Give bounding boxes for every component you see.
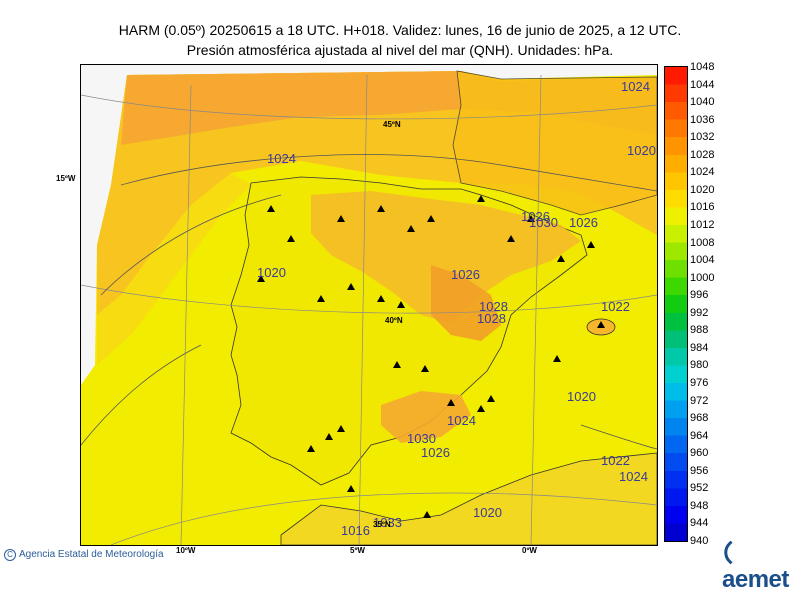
colorbar	[664, 66, 688, 542]
colorbar-tick-label: 968	[690, 412, 709, 425]
isobar-label: 1024	[267, 151, 296, 166]
iberian-system-high	[431, 265, 501, 341]
peak-markers	[257, 195, 605, 518]
isobar-label: 1028	[479, 299, 508, 314]
colorbar-tick-label: 1020	[690, 183, 715, 196]
isobar-label: 1016	[341, 523, 370, 538]
colorbar-tick-label: 1036	[690, 113, 715, 126]
colorbar-tick-label: 964	[690, 429, 709, 442]
lon-label-left: 15ºW	[56, 174, 76, 183]
isobar-label: 1030	[529, 215, 558, 230]
isobar-label: 1022	[601, 453, 630, 468]
pyrenees-high	[311, 191, 581, 323]
graticule	[81, 74, 657, 545]
colorbar-tick-label: 1000	[690, 271, 715, 284]
isobar-label: 1024	[621, 79, 650, 94]
colorbar-tick-label: 1044	[690, 78, 715, 91]
colorbar-tick-label: 952	[690, 482, 709, 495]
lat-label: 45ºN	[383, 120, 401, 129]
isobar-label: 1026	[569, 215, 598, 230]
colorbar-tick-label: 1016	[690, 201, 715, 214]
colorbar-tick-label: 940	[690, 535, 709, 547]
isobar-label: 1024	[447, 413, 476, 428]
footer-agency-text: Agencia Estatal de Meteorología	[19, 549, 164, 560]
colorbar-tick-label: 1024	[690, 166, 715, 179]
colorbar-tick-label: 960	[690, 447, 709, 460]
colorbar-tick-label: 1008	[690, 236, 715, 249]
copyright-icon: C	[4, 549, 16, 561]
lat-label: 40ºN	[385, 316, 403, 325]
lon-label-bottom: 10ºW	[176, 546, 196, 555]
pressure-map: 1024 1020 1026 1024 1020 1026 1028 1030 …	[80, 64, 658, 546]
colorbar-tick-label: 976	[690, 377, 709, 389]
colorbar-tick-label: 980	[690, 359, 709, 372]
isobars	[81, 154, 657, 450]
logo-text: aemet	[722, 566, 789, 593]
colorbar-tick-label: 944	[690, 517, 709, 530]
isobar-label: 1033	[373, 515, 402, 530]
france-land	[452, 70, 657, 216]
colorbar-tick-label: 1040	[690, 96, 715, 109]
colorbar-tick-label: 1012	[690, 219, 715, 231]
isobar-label: 1028	[477, 311, 506, 326]
isobar-label: 1020	[257, 265, 286, 280]
colorbar-tick-label: 1032	[690, 131, 715, 144]
title-line-2: Presión atmosférica ajustada al nivel de…	[186, 42, 614, 58]
isobar-label: 1030	[407, 431, 436, 446]
aemet-logo: aemet	[718, 538, 800, 594]
africa-land	[280, 452, 657, 545]
isobar-label: 1026	[451, 267, 480, 282]
mid-pressure-band	[97, 173, 251, 365]
isobar-label: 1026	[421, 445, 450, 460]
lat-label: 35ºN	[373, 520, 391, 529]
lon-label-bottom: 0ºW	[522, 546, 537, 555]
lon-label-bottom: 5ºW	[350, 546, 365, 555]
colorbar-tick-label: 956	[690, 464, 709, 477]
colorbar-tick-label: 984	[690, 341, 709, 354]
isobar-label: 1024	[619, 469, 648, 484]
colorbar-tick-label: 972	[690, 394, 709, 407]
colorbar-tick-label: 1048	[690, 61, 715, 73]
colorbar-tick-label: 992	[690, 306, 709, 319]
colorbar-tick-label: 1028	[690, 148, 715, 161]
colorbar-tick-label: 988	[690, 324, 709, 337]
isobar-label: 1026	[521, 209, 550, 224]
logo-arc-icon	[718, 540, 743, 565]
colorbar-tick-label: 948	[690, 499, 709, 512]
isobar-label: 1020	[627, 143, 656, 158]
colorbar-tick-label: 996	[690, 289, 709, 302]
title-line-1: HARM (0.05º) 20250615 a 18 UTC. H+018. V…	[118, 22, 682, 38]
footer-agency: C Agencia Estatal de Meteorología	[4, 549, 164, 561]
isobar-label: 1020	[567, 389, 596, 404]
colorbar-tick-label: 1004	[690, 254, 715, 267]
isobar-label: 1020	[473, 505, 502, 520]
isobar-label: 1022	[601, 299, 630, 314]
